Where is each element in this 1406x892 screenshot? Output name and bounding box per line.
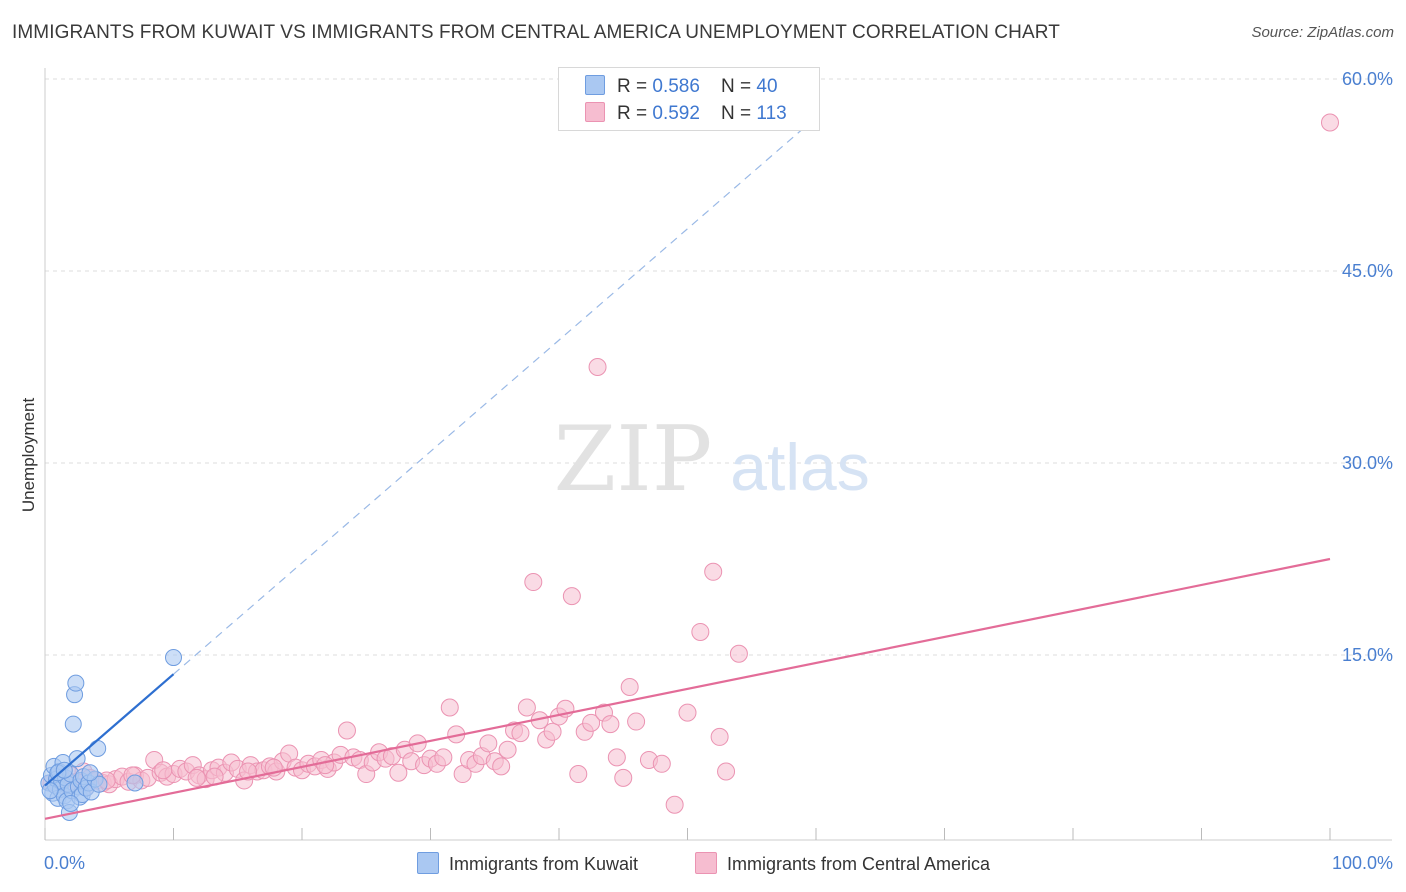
central-america-point (691, 622, 710, 641)
central-america-point (239, 762, 258, 781)
legend-n-value: 113 (756, 103, 787, 124)
central-america-point (665, 795, 684, 814)
kuwait-point (90, 775, 108, 793)
watermark: ZIP atlas (554, 407, 870, 512)
tick-labels: 15.0% 30.0% 45.0% 60.0% 0.0% 100.0% (44, 69, 1393, 873)
bottom-legend-kuwait: Immigrants from Kuwait (417, 852, 638, 875)
legend-r-label: R = (617, 103, 653, 124)
chart-title: IMMIGRANTS FROM KUWAIT VS IMMIGRANTS FRO… (12, 22, 1060, 43)
bottom-legend-label-kuwait: Immigrants from Kuwait (449, 854, 639, 874)
central-america-point (440, 698, 459, 717)
legend-n-value: 40 (756, 76, 778, 97)
central-america-point (601, 715, 620, 734)
central-america-point (337, 721, 356, 740)
bottom-legend-swatch-central-america (695, 852, 717, 874)
legend-swatch-kuwait (585, 75, 605, 95)
legend-row-central-america: R = 0.592 N = 113 (585, 102, 787, 128)
central-america-point (704, 562, 723, 581)
x-tick-label: 0.0% (44, 853, 85, 873)
kuwait-point (62, 794, 80, 812)
central-america-point (492, 757, 511, 776)
kuwait-point (89, 739, 107, 757)
central-america-point (607, 748, 626, 767)
central-america-point (678, 703, 697, 722)
central-america-point (729, 644, 748, 663)
central-america-point (154, 761, 173, 780)
central-america-point (187, 768, 206, 787)
central-america-point (434, 748, 453, 767)
central-america-point (498, 740, 517, 759)
kuwait-trend-line (44, 673, 175, 787)
central-america-point (524, 573, 543, 592)
legend-r-value: 0.592 (652, 103, 700, 124)
central-america-point (479, 734, 498, 753)
central-america-trend-line (44, 557, 1331, 820)
central-america-point (652, 754, 671, 773)
central-america-points (42, 113, 1339, 814)
bottom-legend-swatch-kuwait (417, 852, 439, 874)
kuwait-point (81, 764, 99, 782)
trend-lines (44, 116, 1331, 820)
legend-r-label: R = (617, 76, 653, 97)
central-america-point (717, 762, 736, 781)
kuwait-point (41, 782, 59, 800)
x-tick-label: 100.0% (1332, 853, 1393, 873)
bottom-legend-central-america: Immigrants from Central America (695, 852, 990, 875)
bottom-legend-label-central-america: Immigrants from Central America (727, 854, 991, 874)
y-axis-label: Unemployment (19, 398, 38, 513)
watermark-atlas: atlas (730, 430, 869, 504)
central-america-point (614, 768, 633, 787)
legend-n-label: N = (721, 103, 757, 124)
legend-r-value: 0.586 (652, 76, 700, 97)
kuwait-trend-extension (173, 116, 817, 675)
kuwait-points (40, 649, 182, 821)
legend-n-label: N = (721, 76, 757, 97)
central-america-point (562, 587, 581, 606)
axes (44, 68, 1392, 841)
legend-swatch-central-america (585, 102, 605, 122)
watermark-zip: ZIP (554, 407, 713, 512)
kuwait-point (64, 715, 82, 733)
central-america-point (517, 698, 536, 717)
kuwait-point (67, 674, 85, 692)
legend-row-kuwait: R = 0.586 N = 40 (585, 75, 778, 101)
grid (45, 78, 1392, 656)
central-america-point (620, 678, 639, 696)
central-america-point (316, 756, 335, 775)
central-america-point (588, 358, 607, 376)
central-america-point (569, 765, 588, 784)
y-tick-label: 15.0% (1342, 645, 1393, 665)
central-america-point (582, 713, 601, 732)
central-america-point (1321, 113, 1339, 132)
central-america-point (627, 712, 646, 731)
central-america-point (543, 722, 562, 741)
y-tick-label: 60.0% (1342, 69, 1393, 89)
kuwait-point (126, 774, 144, 792)
y-tick-label: 45.0% (1342, 261, 1393, 281)
central-america-point (389, 763, 408, 782)
central-america-point (710, 727, 729, 746)
source-label: Source: ZipAtlas.com (1251, 24, 1394, 41)
stats-legend: R = 0.586 N = 40 R = 0.592 N = 113 (558, 67, 820, 131)
y-tick-label: 30.0% (1342, 453, 1393, 473)
kuwait-point (165, 649, 182, 667)
central-america-point (511, 724, 530, 743)
